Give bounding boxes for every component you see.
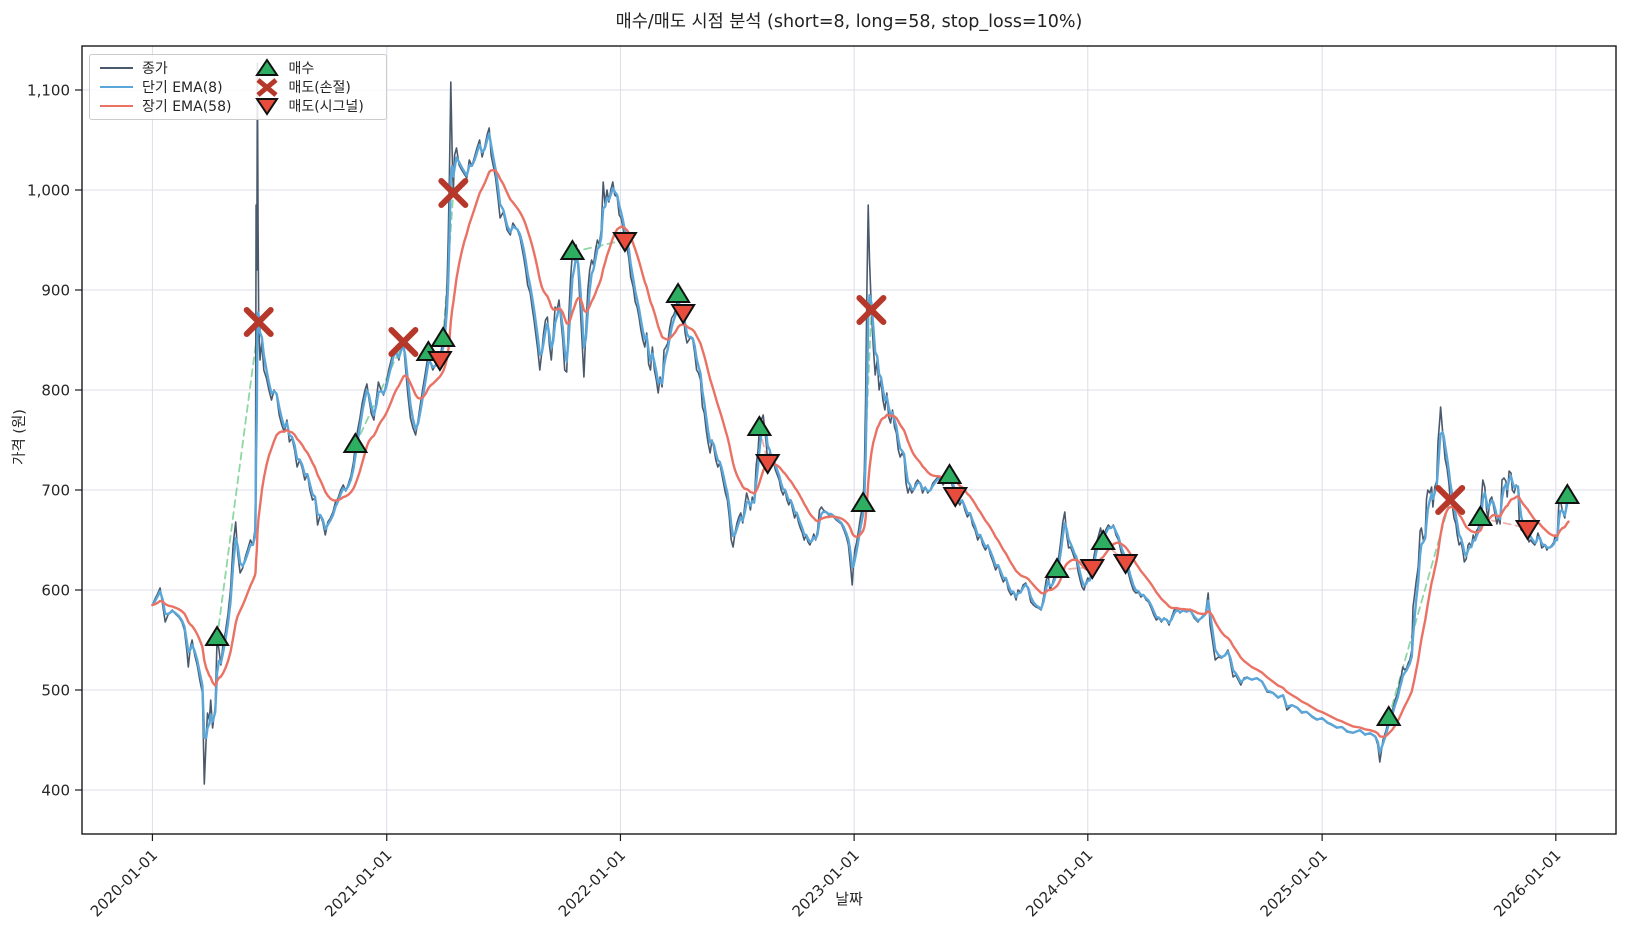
legend-item-buy: 매수 [255,58,363,77]
sell-signal-marker [942,487,969,508]
trade-connector-win [216,321,260,639]
buy-marker [1044,557,1070,578]
x-tick-label: 2021-01-01 [321,846,395,920]
buy-marker [936,463,963,484]
stop-loss-marker [438,178,469,208]
stop-loss-marker [1435,485,1466,515]
buy-marker [746,415,773,436]
buy-marker [204,625,230,646]
buy-marker [1090,529,1116,550]
ema-short-line-swatch [100,86,133,88]
chart-title: 매수/매도 시점 분석 (short=8, long=58, stop_loss… [615,12,1083,32]
legend-sell-stop-label: 매도(손절) [288,80,351,97]
stop-loss-marker [388,327,419,357]
buy-marker [559,239,586,260]
x-tick-label: 2024-01-01 [1022,846,1096,920]
legend-item-sell-signal: 매도(시그널) [255,97,364,116]
buy-marker [1554,483,1581,504]
sell-signal-marker [1079,559,1106,580]
buy-marker-icon [255,58,280,77]
y-tick-label: 900 [41,282,70,300]
legend-item-sell-stop: 매도(손절) [255,77,363,97]
x-tick-label: 2023-01-01 [789,846,863,920]
y-tick-label: 1,100 [27,82,70,100]
stop-loss-marker [243,307,274,337]
x-tick-label: 2020-01-01 [87,846,161,920]
legend-lines-column: 종가 단기 EMA(8) 장기 EMA(58) [100,58,231,116]
legend-ema-short-label: 단기 EMA(8) [142,80,223,97]
legend-ema-long-label: 장기 EMA(58) [142,99,232,116]
x-axis-label: 날짜 [835,890,863,908]
x-tick-label: 2025-01-01 [1257,846,1331,920]
legend-buy-label: 매수 [288,60,315,77]
y-tick-label: 800 [41,382,70,400]
ema-long-line-swatch [100,105,133,108]
buy-marker [342,432,369,453]
y-tick-label: 400 [41,782,70,800]
sell-signal-marker [427,351,453,372]
close-line-swatch [100,66,133,69]
x-tick-label: 2026-01-01 [1490,846,1564,920]
y-axis-label: 가격 (원) [12,409,28,465]
buy-marker [665,282,691,303]
buy-marker [430,326,456,347]
plot-border [81,45,1617,835]
y-tick-label: 500 [41,682,70,700]
sell-signal-marker [754,454,781,475]
y-tick-label: 700 [41,482,70,500]
legend-item-ema-long: 장기 EMA(58) [100,97,231,116]
sell-signal-marker-icon [255,97,280,116]
legend-item-ema-short: 단기 EMA(8) [100,77,231,96]
buy-marker [1467,505,1494,526]
trade-connector-win [1387,499,1452,719]
legend: 종가 단기 EMA(8) 장기 EMA(58) 매수 [89,54,387,120]
legend-sell-signal-label: 매도(시그널) [288,99,364,116]
stop-loss-marker-icon [256,77,279,97]
sell-signal-marker [670,304,696,325]
buy-marker [850,491,876,512]
y-tick-label: 1,000 [27,182,70,200]
y-tick-label: 600 [41,582,70,600]
stop-loss-marker [856,295,887,325]
legend-item-close: 종가 [100,58,231,77]
trade-connector-win [354,341,405,446]
sell-signal-marker [1112,554,1139,575]
legend-close-label: 종가 [142,60,168,77]
buy-marker [1375,705,1402,726]
ema-short-line [151,132,1570,754]
sell-signal-marker [612,232,638,253]
ema-long-line [151,168,1570,739]
x-tick-label: 2022-01-01 [555,846,629,920]
sell-signal-marker [1514,520,1541,541]
legend-markers-column: 매수 매도(손절) 매도(시그널) [255,58,364,116]
